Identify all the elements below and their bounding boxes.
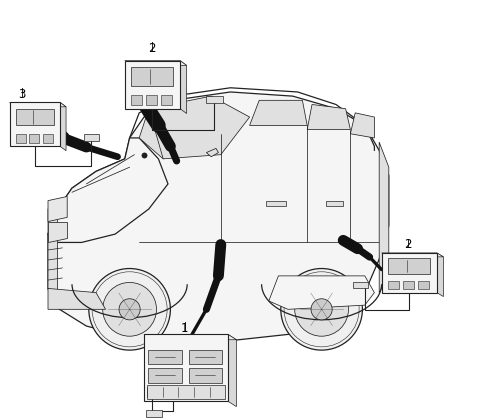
Text: 2: 2: [404, 238, 412, 251]
Polygon shape: [132, 67, 173, 86]
Polygon shape: [388, 258, 430, 273]
Bar: [266, 201, 286, 206]
Polygon shape: [180, 61, 187, 113]
Polygon shape: [139, 96, 250, 159]
Polygon shape: [147, 385, 225, 399]
Polygon shape: [382, 253, 444, 257]
Polygon shape: [144, 334, 236, 340]
Polygon shape: [16, 134, 26, 143]
Polygon shape: [48, 196, 67, 222]
Polygon shape: [250, 100, 307, 125]
Circle shape: [281, 268, 362, 350]
Bar: [146, 410, 162, 417]
Polygon shape: [189, 368, 222, 382]
Polygon shape: [60, 102, 66, 150]
Polygon shape: [125, 61, 180, 109]
Circle shape: [311, 299, 332, 320]
Polygon shape: [418, 281, 429, 289]
Polygon shape: [148, 368, 182, 382]
Polygon shape: [146, 95, 157, 105]
Text: 3: 3: [18, 87, 25, 101]
Bar: [84, 135, 99, 141]
Polygon shape: [10, 102, 60, 146]
Polygon shape: [437, 253, 444, 297]
Polygon shape: [189, 350, 222, 364]
Polygon shape: [206, 148, 218, 157]
Bar: [353, 282, 368, 288]
Polygon shape: [48, 201, 58, 293]
Polygon shape: [228, 334, 236, 407]
Polygon shape: [388, 281, 399, 289]
Polygon shape: [307, 104, 350, 130]
Polygon shape: [125, 61, 187, 65]
Circle shape: [295, 283, 348, 336]
Polygon shape: [403, 281, 414, 289]
Polygon shape: [148, 350, 182, 364]
Polygon shape: [350, 113, 374, 138]
Circle shape: [119, 299, 140, 320]
Text: 2: 2: [148, 41, 156, 55]
Polygon shape: [382, 253, 437, 293]
Polygon shape: [29, 134, 39, 143]
Polygon shape: [43, 134, 53, 143]
Text: 1: 1: [181, 321, 189, 335]
Circle shape: [103, 283, 156, 336]
Circle shape: [89, 268, 170, 350]
Bar: [206, 96, 223, 103]
Polygon shape: [132, 95, 143, 105]
Polygon shape: [48, 222, 67, 242]
Polygon shape: [379, 142, 389, 293]
Polygon shape: [161, 95, 172, 105]
Polygon shape: [48, 138, 168, 242]
Polygon shape: [269, 276, 374, 309]
Polygon shape: [48, 288, 106, 309]
Polygon shape: [16, 109, 54, 125]
Polygon shape: [48, 92, 389, 343]
Bar: [326, 201, 343, 206]
Polygon shape: [10, 102, 66, 107]
Polygon shape: [144, 334, 228, 401]
